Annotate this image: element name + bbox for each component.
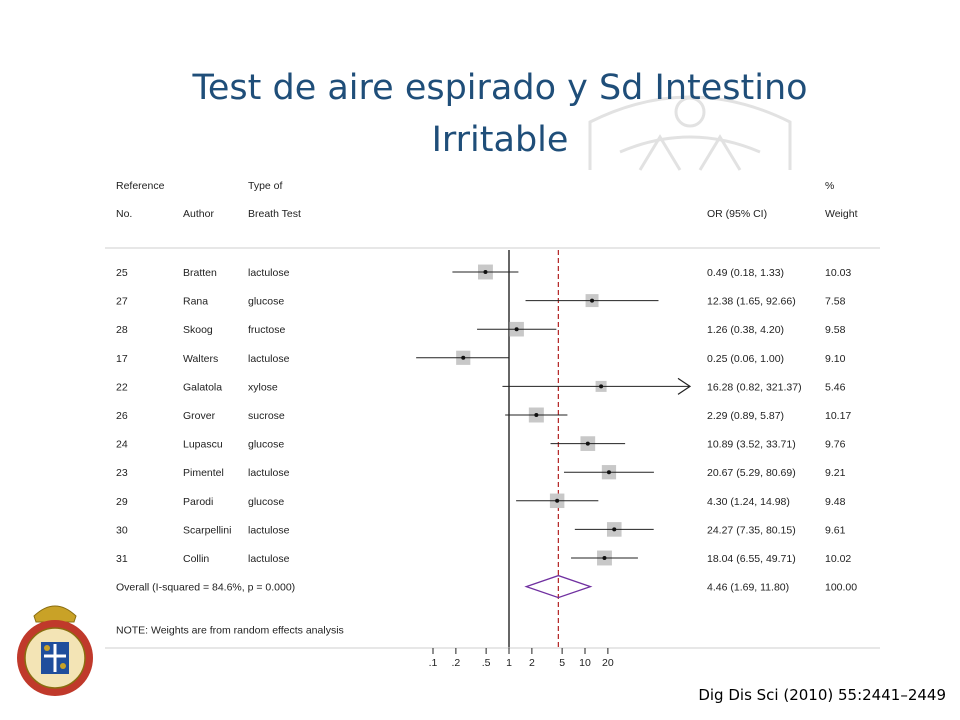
study-test: lactulose	[248, 553, 290, 565]
overall-diamond	[524, 574, 593, 599]
point-estimate	[612, 527, 617, 532]
header-or: OR (95% CI)	[707, 208, 767, 220]
overall-weight: 100.00	[825, 582, 857, 594]
study-ref: 31	[116, 553, 128, 565]
point-estimate	[606, 470, 611, 475]
study-test: lactulose	[248, 353, 290, 365]
study-test: lactulose	[248, 524, 290, 536]
overall-or-ci: 4.46 (1.69, 11.80)	[707, 582, 789, 594]
point-estimate	[534, 413, 539, 417]
study-ref: 17	[116, 353, 128, 365]
study-ref: 23	[116, 467, 128, 479]
header-breath-test: Breath Test	[248, 208, 301, 220]
study-author: Galatola	[183, 381, 222, 393]
study-test: xylose	[248, 381, 278, 393]
header-percent: %	[825, 180, 834, 192]
study-weight: 5.46	[825, 381, 846, 393]
university-seal-icon	[17, 605, 93, 696]
study-or-ci: 24.27 (7.35, 80.15)	[707, 524, 796, 536]
study-or-ci: 18.04 (6.55, 49.71)	[707, 553, 796, 565]
x-tick-label: 10	[579, 657, 591, 669]
study-test: lactulose	[248, 267, 290, 279]
study-weight: 9.76	[825, 439, 846, 451]
header-weight: Weight	[825, 208, 858, 220]
study-test: glucose	[248, 296, 284, 308]
study-or-ci: 16.28 (0.82, 321.37)	[707, 381, 802, 393]
overall-label: Overall (I-squared = 84.6%, p = 0.000)	[116, 582, 295, 594]
x-tick-label: .2	[451, 657, 460, 669]
study-ref: 27	[116, 296, 128, 308]
study-weight: 10.03	[825, 267, 851, 279]
study-test: glucose	[248, 439, 284, 451]
x-tick-label: 1	[506, 657, 512, 669]
study-author: Grover	[183, 410, 216, 422]
study-ref: 30	[116, 524, 128, 536]
study-ref: 26	[116, 410, 128, 422]
study-weight: 9.58	[825, 324, 846, 336]
study-author: Bratten	[183, 267, 217, 279]
study-weight: 7.58	[825, 296, 846, 308]
x-tick-label: 2	[529, 657, 535, 669]
study-test: sucrose	[248, 410, 285, 422]
study-weight: 10.17	[825, 410, 851, 422]
study-weight: 9.21	[825, 467, 846, 479]
study-ref: 29	[116, 496, 128, 508]
point-estimate	[590, 298, 595, 303]
study-author: Parodi	[183, 496, 213, 508]
header-type: Type of	[248, 180, 283, 192]
x-tick-label: 20	[602, 657, 614, 669]
study-or-ci: 2.29 (0.89, 5.87)	[707, 410, 784, 422]
study-author: Skoog	[183, 324, 213, 336]
study-weight: 9.61	[825, 524, 846, 536]
slide-title-line-2: Irritable	[431, 120, 569, 160]
study-weight: 9.48	[825, 496, 846, 508]
study-test: fructose	[248, 324, 286, 336]
slide-title-line-1: Test de aire espirado y Sd Intestino	[192, 68, 808, 108]
point-estimate	[514, 327, 519, 332]
study-test: lactulose	[248, 467, 290, 479]
study-or-ci: 20.67 (5.29, 80.69)	[707, 467, 796, 479]
study-or-ci: 1.26 (0.38, 4.20)	[707, 324, 784, 336]
study-or-ci: 4.30 (1.24, 14.98)	[707, 496, 790, 508]
footnote: NOTE: Weights are from random effects an…	[116, 625, 344, 637]
ci-truncation-arrow	[677, 377, 692, 395]
study-author: Collin	[183, 553, 209, 565]
study-author: Lupascu	[183, 439, 223, 451]
study-or-ci: 0.25 (0.06, 1.00)	[707, 353, 784, 365]
x-tick-label: .1	[429, 657, 438, 669]
study-or-ci: 10.89 (3.52, 33.71)	[707, 439, 796, 451]
citation: Dig Dis Sci (2010) 55:2441–2449	[698, 686, 946, 704]
study-ref: 22	[116, 381, 128, 393]
study-author: Pimentel	[183, 467, 224, 479]
point-estimate	[585, 441, 590, 446]
study-or-ci: 0.49 (0.18, 1.33)	[707, 267, 784, 279]
study-author: Scarpellini	[183, 524, 231, 536]
study-ref: 28	[116, 324, 128, 336]
plot-background	[105, 170, 885, 670]
study-weight: 10.02	[825, 553, 851, 565]
study-weight: 9.10	[825, 353, 846, 365]
point-estimate	[602, 556, 607, 560]
point-estimate	[483, 270, 488, 274]
x-tick-label: 5	[559, 657, 565, 669]
header-reference: Reference	[116, 180, 165, 192]
study-or-ci: 12.38 (1.65, 92.66)	[707, 296, 796, 308]
study-test: glucose	[248, 496, 284, 508]
study-author: Rana	[183, 296, 208, 308]
point-estimate	[555, 498, 560, 503]
slide-title: Test de aire espirado y Sd Intestino Irr…	[80, 62, 920, 166]
study-ref: 25	[116, 267, 128, 279]
header-author: Author	[183, 208, 214, 220]
study-author: Walters	[183, 353, 218, 365]
x-tick-label: .5	[482, 657, 491, 669]
university-watermark-icon	[588, 95, 792, 171]
point-estimate	[599, 384, 604, 389]
header-number: No.	[116, 208, 132, 220]
study-ref: 24	[116, 439, 128, 451]
point-estimate	[461, 355, 466, 360]
